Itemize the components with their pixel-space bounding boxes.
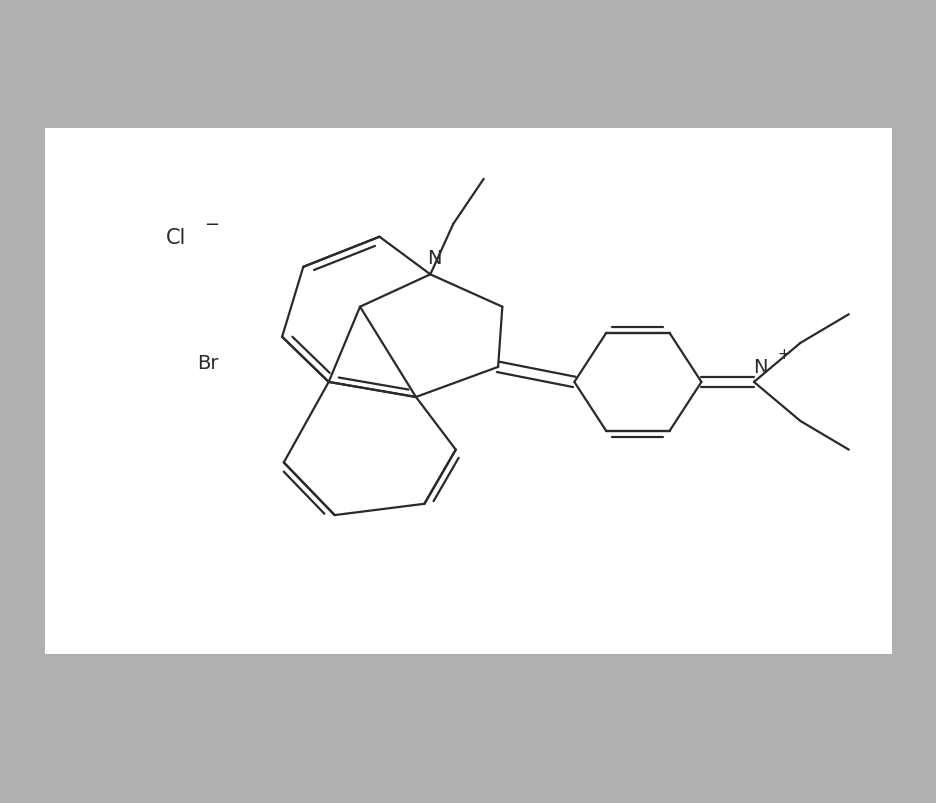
- Text: Br: Br: [197, 353, 219, 373]
- Text: N: N: [753, 358, 768, 377]
- Text: Cl: Cl: [166, 227, 186, 247]
- Text: N: N: [428, 249, 442, 268]
- Text: +: +: [777, 346, 790, 361]
- Text: −: −: [204, 216, 219, 234]
